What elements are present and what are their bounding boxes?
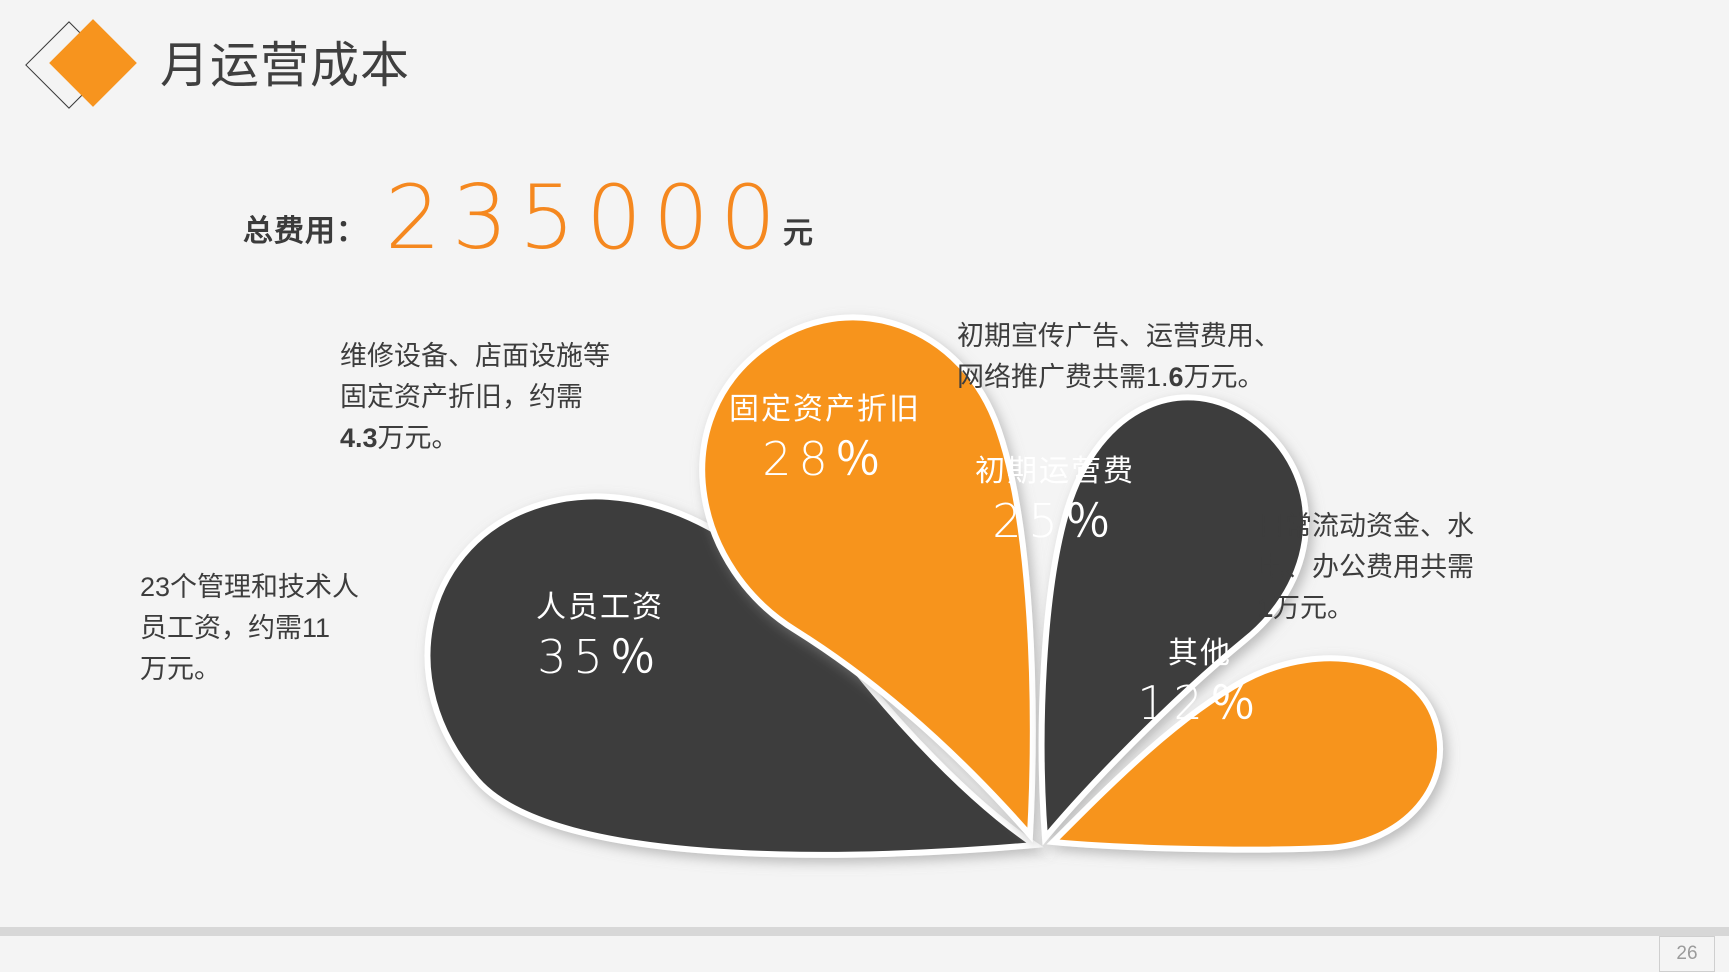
total-cost-block: 总费用： 235000 元 [243, 150, 813, 269]
total-cost-value: 235000 [385, 166, 787, 269]
total-cost-unit: 元 [782, 217, 813, 250]
annotation-fixed-asset-amount: 4.3 [340, 423, 378, 453]
petal-name-salary: 人员工资 [536, 591, 664, 624]
petal-percent-other: 12％ [1137, 676, 1263, 730]
annotation-fixed-asset-line2: 固定资产折旧，约需 [340, 382, 583, 412]
annotation-operations-unit: 万元。 [1183, 362, 1265, 392]
annotation-fixed-asset-line1: 维修设备、店面设施等 [340, 341, 610, 371]
petal-percent-salary: 35％ [537, 630, 663, 684]
annotation-fixed-asset-unit: 万元。 [377, 423, 459, 453]
page-title: 月运营成本 [160, 39, 411, 93]
total-cost-label: 总费用： [243, 215, 367, 248]
annotation-operations-line2: 网络推广费共需1.6万元。 [957, 357, 1287, 398]
petal-label-salary: 人员工资 35％ [455, 588, 745, 686]
annotation-fixed-asset-line3: 4.3万元。 [340, 418, 670, 459]
annotation-fixed-asset: 维修设备、店面设施等 固定资产折旧，约需 4.3万元。 [340, 336, 670, 459]
annotation-operations-line1: 初期宣传广告、运营费用、 [957, 321, 1281, 351]
annotation-salary-line1: 23个管理和技术人 [140, 572, 360, 602]
annotation-salary-line3: 万元。 [140, 654, 221, 684]
annotation-salary: 23个管理和技术人 员工资，约需11 万元。 [140, 567, 400, 690]
petal-name-other: 其他 [1168, 637, 1232, 670]
annotation-operations-pre: 网络推广费共需1. [957, 362, 1169, 392]
petal-label-operations: 初期运营费 25％ [930, 452, 1180, 550]
annotation-other-line3: 1万元。 [1258, 588, 1508, 629]
petal-salary [424, 493, 1044, 858]
petal-name-fixed-asset: 固定资产折旧 [729, 393, 921, 426]
page-number-badge: 26 [1659, 936, 1715, 972]
annotation-other-line1: 日常流动资金、水 [1258, 511, 1474, 541]
slide-title-row: 月运营成本 [25, 18, 738, 114]
petal-label-fixed-asset: 固定资产折旧 28％ [660, 390, 990, 488]
annotation-other-line2: 电、办公费用共需 [1258, 552, 1474, 582]
annotation-other-unit: 万元。 [1273, 593, 1355, 623]
annotation-other: 日常流动资金、水 电、办公费用共需 1万元。 [1258, 506, 1508, 629]
annotation-salary-line2: 员工资，约需11 [140, 613, 331, 643]
petal-label-other: 其他 12％ [1090, 634, 1310, 732]
petal-percent-operations: 25％ [992, 494, 1118, 548]
petal-percent-fixed-asset: 28％ [762, 432, 888, 486]
footer-divider [0, 927, 1729, 936]
petal-name-operations: 初期运营费 [975, 455, 1135, 488]
annotation-operations-amount: 6 [1168, 362, 1184, 392]
annotation-operations: 初期宣传广告、运营费用、 网络推广费共需1.6万元。 [957, 316, 1287, 398]
annotation-other-amount: 1 [1258, 593, 1274, 623]
petal-other [1046, 655, 1443, 853]
